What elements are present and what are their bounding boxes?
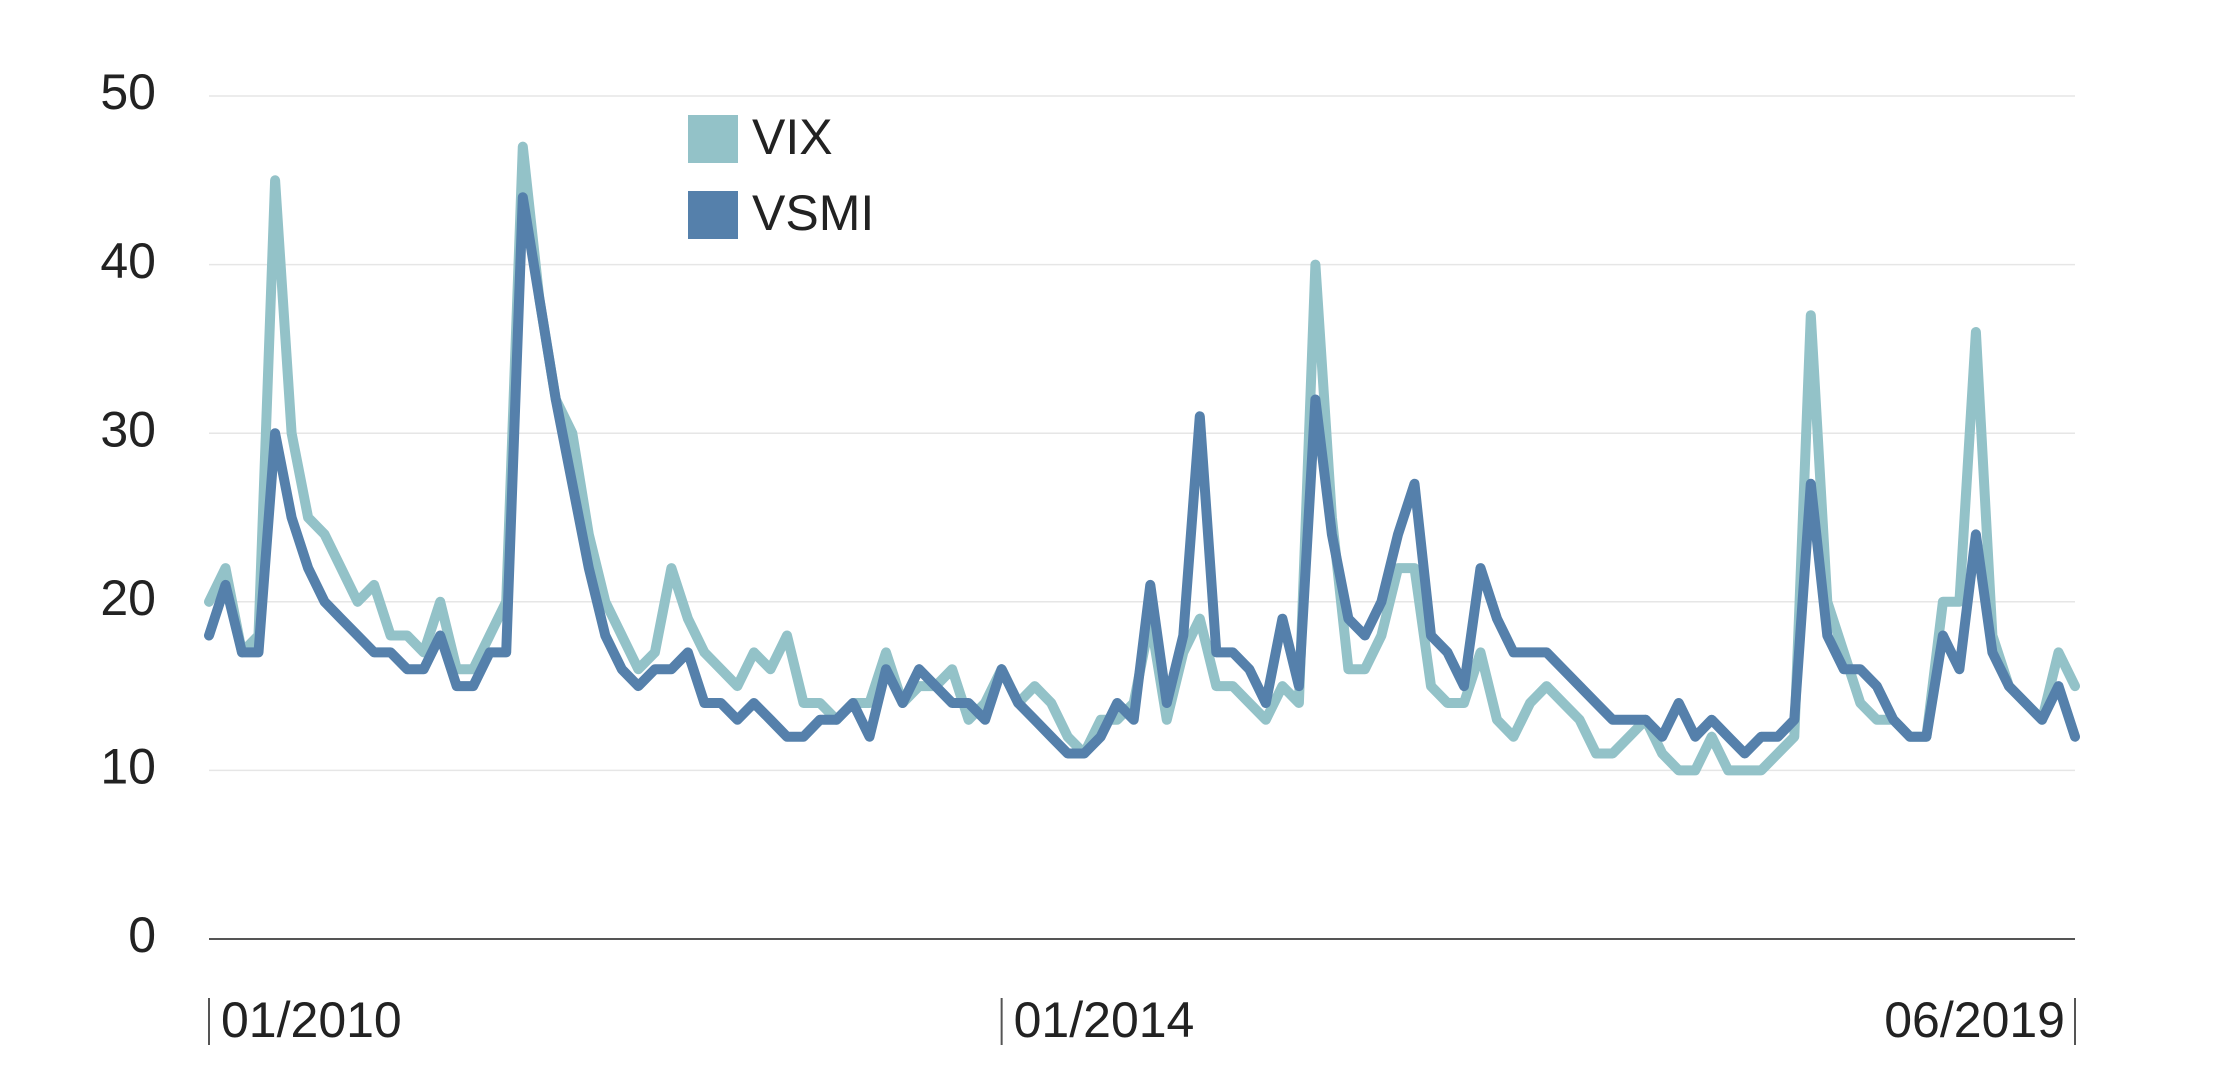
x-tick-label: 01/2014 — [1014, 992, 1195, 1048]
y-tick-label: 50 — [100, 64, 156, 120]
y-tick-label: 40 — [100, 233, 156, 289]
legend-label: VSMI — [752, 185, 874, 241]
x-tick-label: 06/2019 — [1884, 992, 2065, 1048]
series-line — [204, 192, 2080, 759]
y-tick-label: 10 — [100, 739, 156, 795]
y-tick-label: 0 — [128, 907, 156, 963]
x-tick-label: 01/2010 — [221, 992, 402, 1048]
legend-label: VIX — [752, 109, 833, 165]
y-tick-label: 20 — [100, 570, 156, 626]
y-tick-label: 30 — [100, 401, 156, 457]
legend-swatch — [688, 115, 738, 163]
legend-swatch — [688, 191, 738, 239]
